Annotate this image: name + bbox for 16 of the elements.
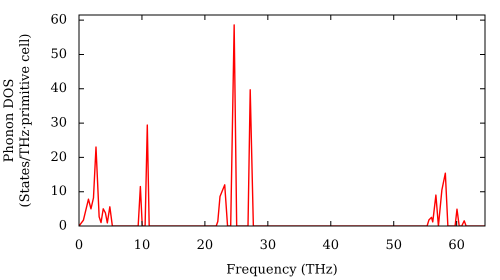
- x-tick-label: 60: [448, 238, 465, 254]
- y-axis-title: Phonon DOS (States/THz·primitive cell): [2, 33, 33, 208]
- y-tick-label: 20: [50, 150, 67, 165]
- x-tick-label: 50: [385, 238, 402, 254]
- y-tick-label: 0: [58, 218, 67, 234]
- x-tick-label: 10: [134, 238, 150, 254]
- x-tick-label: 40: [322, 238, 340, 254]
- y-tick-label: 10: [50, 184, 67, 200]
- x-tick-label: 0: [74, 238, 84, 254]
- x-axis-title: Frequency (THz): [226, 262, 338, 278]
- y-tick-label: 40: [50, 81, 67, 96]
- x-tick-label: 20: [196, 238, 214, 254]
- x-tick-label: 30: [260, 238, 276, 254]
- y-tick-label: 60: [50, 12, 67, 28]
- y-tick-label: 50: [50, 46, 67, 62]
- y-tick-label: 30: [50, 115, 67, 130]
